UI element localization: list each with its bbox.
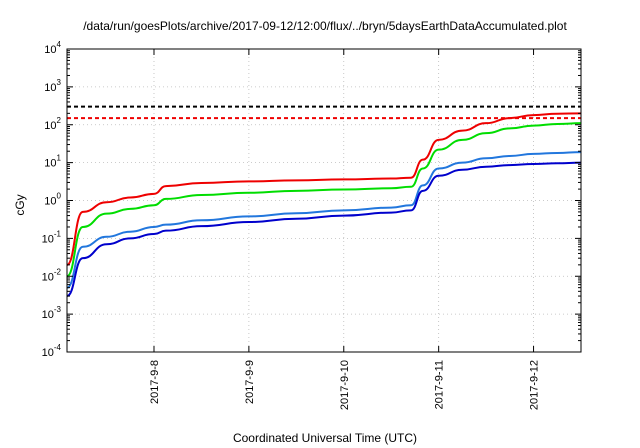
grid	[67, 49, 581, 352]
y-tick-label: 102	[44, 116, 61, 132]
y-tick-label: 10-4	[42, 343, 62, 359]
series	[66, 112, 582, 298]
y-tick-label: 10-1	[42, 229, 62, 245]
series-line-1	[66, 112, 582, 266]
y-tick-label: 103	[44, 78, 61, 94]
x-tick-label: 2017-9-12	[529, 360, 541, 410]
series-line-4	[66, 161, 582, 298]
series-line-3	[66, 151, 582, 289]
chart-title: /data/run/goesPlots/archive/2017-09-12/1…	[83, 19, 567, 33]
y-axis-label: cGy	[13, 194, 27, 215]
y-tick-label: 101	[44, 154, 61, 170]
x-tick-label: 2017-9-10	[339, 360, 351, 410]
x-axis-label: Coordinated Universal Time (UTC)	[233, 431, 417, 445]
y-tick-label: 10-3	[42, 305, 62, 321]
reference-lines	[67, 105, 581, 120]
y-tick-label: 104	[44, 40, 61, 56]
x-tick-label: 2017-9-8	[149, 360, 161, 404]
series-line-2	[66, 122, 582, 278]
y-axis-ticks: 10-4 10-3 10-2 10-1 100 101 102 103 104	[42, 40, 581, 359]
y-tick-label: 10-2	[42, 267, 62, 283]
x-axis-ticks: 2017-9-8 2017-9-9 2017-9-10 2017-9-11 2017-9…	[149, 49, 541, 410]
x-tick-label: 2017-9-9	[244, 360, 256, 404]
x-tick-label: 2017-9-11	[434, 360, 446, 409]
y-tick-label: 100	[44, 192, 61, 208]
